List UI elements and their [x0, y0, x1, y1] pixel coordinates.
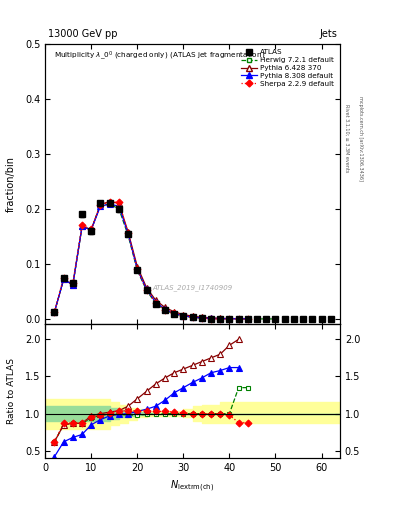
Text: Jets: Jets — [319, 29, 337, 39]
X-axis label: $N_{\mathrm{lextrm(ch)}}$: $N_{\mathrm{lextrm(ch)}}$ — [171, 479, 215, 494]
Text: Multiplicity $\lambda\_0^0$ (charged only) (ATLAS jet fragmentation): Multiplicity $\lambda\_0^0$ (charged onl… — [54, 49, 265, 62]
Text: Rivet 3.1.10; ≥ 3.3M events: Rivet 3.1.10; ≥ 3.3M events — [344, 104, 349, 173]
Text: ATLAS_2019_I1740909: ATLAS_2019_I1740909 — [152, 285, 233, 291]
Legend: ATLAS, Herwig 7.2.1 default, Pythia 6.428 370, Pythia 8.308 default, Sherpa 2.2.: ATLAS, Herwig 7.2.1 default, Pythia 6.42… — [239, 47, 336, 89]
Text: mcplots.cern.ch [arXiv:1306.3436]: mcplots.cern.ch [arXiv:1306.3436] — [358, 96, 363, 181]
Y-axis label: Ratio to ATLAS: Ratio to ATLAS — [7, 358, 16, 424]
Y-axis label: fraction/bin: fraction/bin — [6, 156, 16, 212]
Text: 13000 GeV pp: 13000 GeV pp — [48, 29, 118, 39]
